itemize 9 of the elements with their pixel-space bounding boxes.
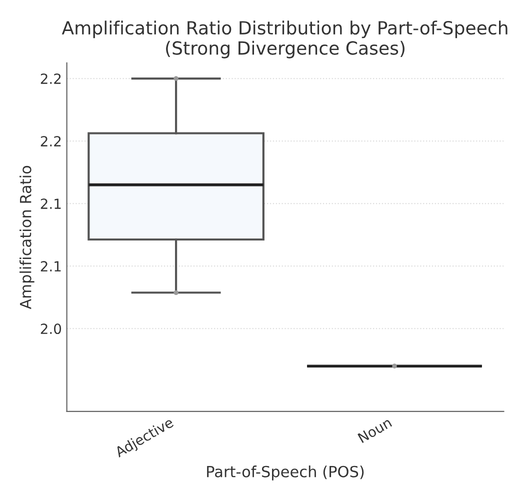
y-tick-label: 2.1: [40, 198, 61, 209]
x-axis-title: Part-of-Speech (POS): [207, 466, 364, 480]
y-tick-label: 2.2: [40, 74, 61, 84]
y-tick-label: 2.1: [40, 261, 61, 272]
y-axis-title: Amplification Ratio: [20, 166, 34, 310]
x-tick-label: Noun: [358, 417, 392, 444]
chart-title: Amplification Ratio Distribution by Part-of-Speech (Strong Divergence Cases): [62, 20, 508, 58]
y-tick-label: 2.0: [40, 324, 62, 334]
y-tick-label: 2.2: [40, 136, 61, 146]
